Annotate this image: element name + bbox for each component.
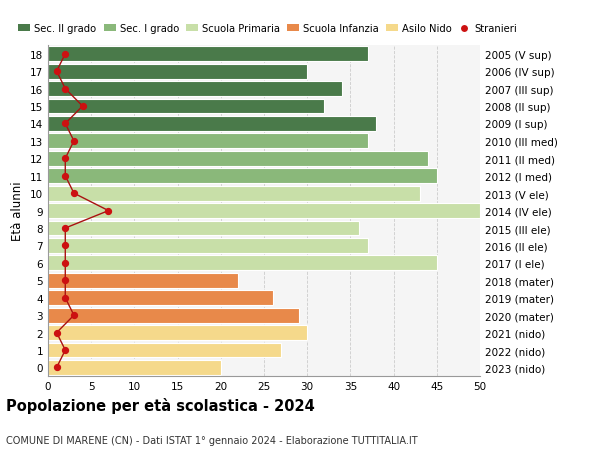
Bar [48, 308, 299, 323]
Bar [48, 169, 437, 184]
Bar [48, 273, 238, 288]
Point [78, 103, 88, 111]
Point [69, 190, 79, 197]
Point [69, 138, 79, 145]
Bar [48, 221, 359, 236]
Bar [48, 291, 272, 306]
Y-axis label: Età alunni: Età alunni [11, 181, 25, 241]
Bar [48, 360, 221, 375]
Point [61, 260, 70, 267]
Point [61, 173, 70, 180]
Point [61, 225, 70, 232]
Bar [48, 82, 342, 97]
Bar [48, 151, 428, 166]
Bar [48, 47, 368, 62]
Bar [48, 134, 368, 149]
Point [61, 86, 70, 93]
Point [61, 294, 70, 302]
Bar [48, 343, 281, 358]
Bar [48, 204, 480, 218]
Legend: Sec. II grado, Sec. I grado, Scuola Primaria, Scuola Infanzia, Asilo Nido, Stran: Sec. II grado, Sec. I grado, Scuola Prim… [19, 24, 517, 34]
Text: Popolazione per età scolastica - 2024: Popolazione per età scolastica - 2024 [6, 397, 315, 413]
Point [61, 242, 70, 250]
Point [52, 364, 61, 371]
Point [61, 121, 70, 128]
Point [61, 347, 70, 354]
Bar [48, 239, 368, 253]
Bar [48, 65, 307, 79]
Point [52, 329, 61, 336]
Text: COMUNE DI MARENE (CN) - Dati ISTAT 1° gennaio 2024 - Elaborazione TUTTITALIA.IT: COMUNE DI MARENE (CN) - Dati ISTAT 1° ge… [6, 435, 418, 445]
Point [69, 312, 79, 319]
Bar [48, 117, 376, 132]
Bar [48, 256, 437, 271]
Bar [48, 186, 419, 201]
Bar [48, 325, 307, 340]
Point [104, 207, 113, 215]
Point [61, 51, 70, 58]
Point [61, 277, 70, 285]
Point [52, 68, 61, 76]
Bar [48, 100, 325, 114]
Point [61, 155, 70, 162]
